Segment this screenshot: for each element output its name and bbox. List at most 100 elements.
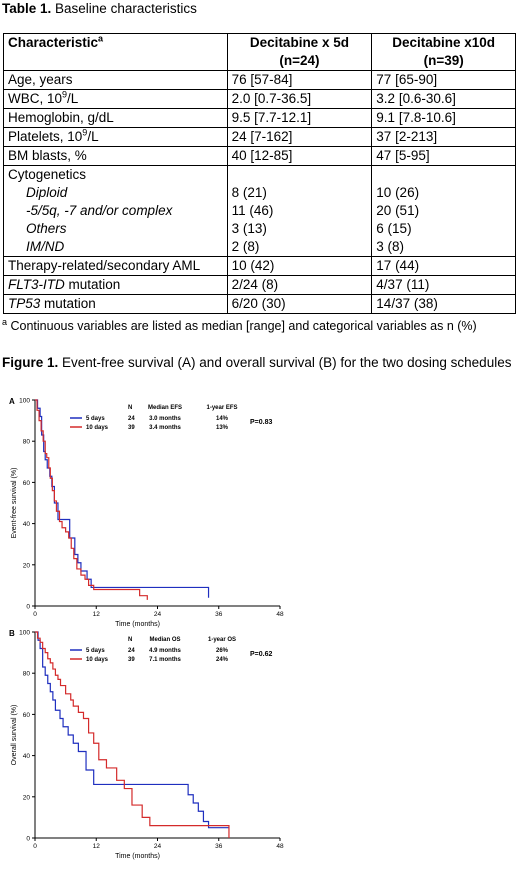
panel-a-letter: A	[9, 397, 15, 406]
cyto-sub-complex: -5/5q, -7 and/or complex	[26, 203, 173, 218]
x-tick-label: 0	[33, 611, 37, 618]
x-axis-label: Time (months)	[115, 621, 160, 628]
table-caption-text: Baseline characteristics	[51, 1, 197, 16]
x-tick-label: 48	[276, 843, 284, 850]
row-label-text: mutation	[40, 296, 96, 311]
row-value-5d: 10 (42)	[226, 256, 373, 276]
table-row: Hemoglobin, g/dL 9.5 [7.7-12.1] 9.1 [7.8…	[3, 108, 516, 128]
legend-one-year: 14%	[216, 416, 229, 422]
row-label: WBC, 109/L	[3, 89, 228, 109]
legend-one-year: 26%	[216, 648, 229, 654]
legend-n: 39	[128, 657, 135, 663]
row-label-unit: /L	[87, 129, 99, 144]
y-axis-label: Event-free survival (%)	[11, 468, 18, 539]
x-tick-label: 12	[93, 611, 101, 618]
legend-median: 7.1 months	[149, 657, 181, 663]
x-tick-label: 12	[93, 843, 101, 850]
y-tick-label: 40	[23, 753, 31, 760]
y-tick-label: 100	[19, 398, 30, 405]
row-label: FLT3-ITD mutation	[3, 275, 228, 295]
os-chart: B 0 20 40 60 80 100 0 12 24 36 48 Time (months) Over…	[9, 629, 284, 860]
table-row: TP53 mutation 6/20 (30) 14/37 (38)	[3, 294, 516, 314]
table-row: Platelets, 109/L 24 [7-162] 37 [2-213]	[3, 127, 516, 147]
cyto-value: 11 (46)	[231, 203, 274, 218]
legend-name: 5 days	[86, 416, 105, 422]
legend-header: N	[128, 405, 132, 411]
header-characteristic: Characteristica	[3, 33, 228, 71]
figure-caption-label: Figure 1.	[2, 355, 59, 370]
header-10d-line2: (n=39)	[423, 53, 464, 68]
figure-caption-text: Event-free survival (A) and overall surv…	[58, 355, 512, 370]
table-row: WBC, 109/L 2.0 [0.7-36.5] 3.2 [0.6-30.6]	[3, 89, 516, 109]
legend-header: 1-year EFS	[206, 405, 237, 411]
row-label: Platelets, 109/L	[3, 127, 228, 147]
legend-median: 4.9 months	[149, 648, 181, 654]
figure-caption: Figure 1. Event-free survival (A) and ov…	[2, 355, 511, 370]
header-5d-line2: (n=24)	[279, 53, 320, 68]
km-curve-5-days	[35, 631, 229, 829]
header-characteristic-text: Characteristic	[8, 35, 99, 50]
header-footnote-mark: a	[98, 33, 104, 44]
legend-n: 24	[128, 416, 135, 422]
row-label: TP53 mutation	[3, 294, 228, 314]
legend-median: 3.4 months	[149, 425, 181, 431]
row-value-5d: 9.5 [7.7-12.1]	[226, 108, 373, 128]
x-axis-label: Time (months)	[115, 853, 160, 860]
row-value-5d: 76 [57-84]	[226, 70, 373, 90]
y-tick-label: 0	[26, 836, 30, 843]
legend-one-year: 13%	[216, 425, 229, 431]
km-curve-5-days	[35, 399, 210, 598]
table-row: Therapy-related/secondary AML 10 (42) 17…	[3, 256, 516, 276]
row-value-5d: 6/20 (30)	[226, 294, 373, 314]
table-row: BM blasts, % 40 [12-85] 47 [5-95]	[3, 146, 516, 166]
cyto-values-5d: 8 (21) 11 (46) 3 (13) 2 (8)	[226, 165, 373, 257]
table-row: Age, years 76 [57-84] 77 [65-90]	[3, 70, 516, 90]
footnote-text: Continuous variables are listed as media…	[7, 319, 477, 333]
p-value: P=0.83	[250, 419, 272, 426]
legend-n: 24	[128, 648, 135, 654]
row-label-cytogenetics: Cytogenetics Diploid -5/5q, -7 and/or co…	[3, 165, 228, 257]
baseline-table: Characteristica Decitabine x 5d (n=24) De…	[3, 33, 516, 314]
legend-header: N	[128, 637, 132, 643]
cyto-sub-others: Others	[26, 221, 67, 236]
cyto-values-10d: 10 (26) 20 (51) 6 (15) 3 (8)	[371, 165, 516, 257]
y-tick-label: 100	[19, 630, 30, 637]
cyto-value: 3 (13)	[231, 221, 267, 236]
y-tick-label: 60	[23, 480, 31, 487]
footnote-mark: a	[2, 316, 8, 327]
row-label-unit: /L	[67, 91, 79, 106]
row-value-10d: 3.2 [0.6-30.6]	[371, 89, 516, 109]
cyto-value: 6 (15)	[376, 221, 412, 236]
table-row-cytogenetics: Cytogenetics Diploid -5/5q, -7 and/or co…	[3, 165, 516, 257]
y-tick-label: 80	[23, 671, 31, 678]
cyto-value: 20 (51)	[376, 203, 420, 218]
header-group-10d: Decitabine x10d (n=39)	[371, 33, 516, 71]
table-caption: Table 1. Baseline characteristics	[2, 1, 197, 16]
efs-chart: A 0 20 40 60 80 100 0 12 24 36 48 Time (months) Even…	[9, 397, 284, 628]
cyto-value: 10 (26)	[376, 185, 420, 200]
row-value-10d: 47 [5-95]	[371, 146, 516, 166]
y-tick-label: 0	[26, 604, 30, 611]
y-axis-label: Overall survival (%)	[11, 705, 18, 766]
y-tick-label: 20	[23, 794, 31, 801]
row-label-text: WBC, 10	[8, 91, 63, 106]
row-value-10d: 17 (44)	[371, 256, 516, 276]
x-tick-label: 24	[154, 843, 162, 850]
row-value-10d: 14/37 (38)	[371, 294, 516, 314]
row-label-exponent: 9	[82, 127, 88, 138]
legend-name: 10 days	[86, 657, 109, 663]
legend-one-year: 24%	[216, 657, 229, 663]
row-value-5d: 2.0 [0.7-36.5]	[226, 89, 373, 109]
y-tick-label: 60	[23, 712, 31, 719]
row-label-exponent: 9	[62, 89, 68, 100]
x-tick-label: 48	[276, 611, 284, 618]
table-row: FLT3-ITD mutation 2/24 (8) 4/37 (11)	[3, 275, 516, 295]
row-value-5d: 2/24 (8)	[226, 275, 373, 295]
row-value-10d: 77 [65-90]	[371, 70, 516, 90]
km-curve-10-days	[35, 631, 230, 838]
panel-b-letter: B	[9, 629, 15, 638]
cyto-value: 3 (8)	[376, 239, 405, 254]
legend-n: 39	[128, 425, 135, 431]
legend-header: Median OS	[149, 637, 180, 643]
table-caption-label: Table 1.	[2, 1, 52, 16]
